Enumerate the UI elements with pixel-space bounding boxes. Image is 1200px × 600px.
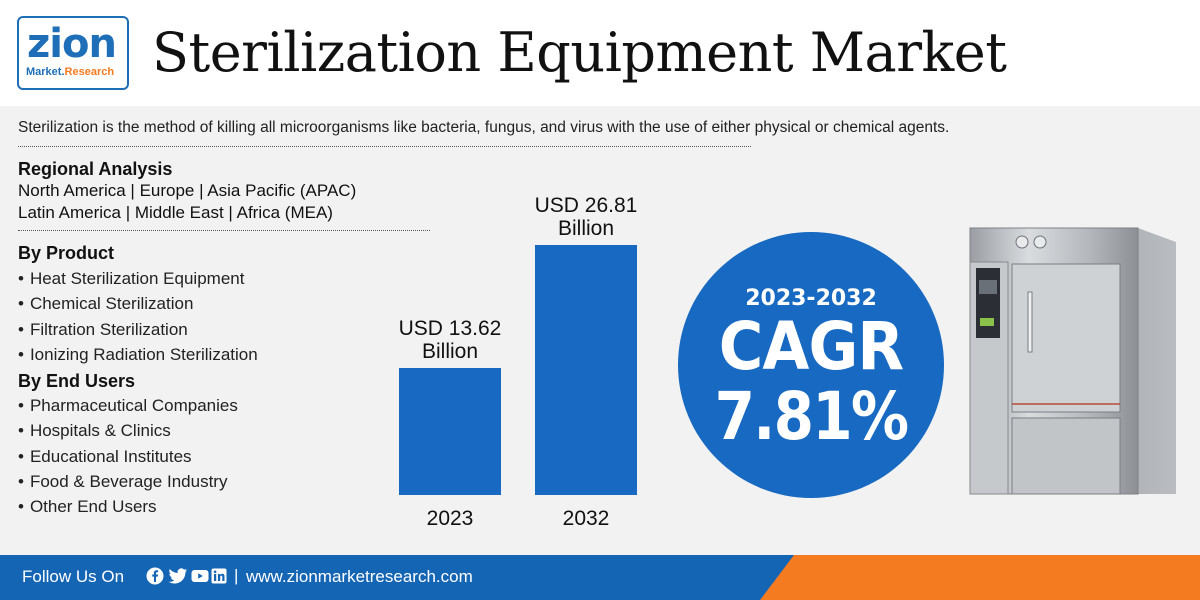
by-product-heading: By Product: [18, 243, 115, 263]
by-end-users-heading: By End Users: [18, 371, 136, 391]
cagr-value: 7.81%: [714, 378, 909, 455]
list-item: Food & Beverage Industry: [18, 469, 238, 494]
zion-logo[interactable]: zion Market.Research: [17, 16, 129, 90]
footer-separator: |: [234, 566, 239, 585]
regional-heading: Regional Analysis: [18, 159, 173, 179]
footer-accent: [760, 555, 1200, 600]
cagr-period: 2023-2032: [745, 286, 877, 311]
linkedin-icon[interactable]: [211, 567, 227, 585]
list-item: Other End Users: [18, 494, 238, 519]
list-item: Educational Institutes: [18, 444, 238, 469]
regional-line-1: North America | Europe | Asia Pacific (A…: [18, 181, 357, 200]
regional-line-2: Latin America | Middle East | Africa (ME…: [18, 203, 333, 222]
divider: [18, 230, 430, 231]
divider: [18, 146, 751, 147]
list-item: Filtration Sterilization: [18, 317, 258, 342]
by-end-users-list: Pharmaceutical Companies Hospitals & Cli…: [18, 393, 238, 519]
footer: Follow Us On | www.zionmarketresearch.co…: [0, 555, 1200, 600]
bar-2032: [535, 245, 637, 495]
logo-sub-a: Market.: [26, 66, 65, 78]
x-tick-label-2023: 2023: [427, 507, 474, 530]
page-title: Sterilization Equipment Market: [152, 21, 1007, 84]
logo-sub-text: Market.Research: [26, 66, 114, 78]
header: zion Market.Research Sterilization Equip…: [0, 0, 1200, 106]
facebook-icon[interactable]: [146, 567, 164, 585]
list-item: Heat Sterilization Equipment: [18, 266, 258, 291]
logo-main-text: zion: [27, 21, 117, 67]
list-item: Hospitals & Clinics: [18, 418, 238, 443]
x-tick-label-2032: 2032: [563, 507, 610, 530]
cagr-label: CAGR: [718, 308, 904, 385]
data-label-2032-line2: Billion: [558, 217, 614, 240]
follow-us-label: Follow Us On: [22, 567, 125, 586]
data-label-2032-line1: USD 26.81: [535, 194, 638, 217]
bar-2023: [399, 367, 501, 495]
by-product-list: Heat Sterilization Equipment Chemical St…: [18, 266, 258, 367]
list-item: Chemical Sterilization: [18, 291, 258, 316]
cagr-badge: 2023-2032 CAGR 7.81%: [678, 232, 944, 498]
logo-sub-b: Research: [64, 66, 115, 78]
market-definition: Sterilization is the method of killing a…: [18, 119, 950, 136]
youtube-icon[interactable]: [191, 567, 209, 585]
data-label-2023-line2: Billion: [422, 340, 478, 363]
twitter-icon[interactable]: [168, 567, 188, 585]
list-item: Ionizing Radiation Sterilization: [18, 342, 258, 367]
website-link[interactable]: www.zionmarketresearch.com: [246, 567, 473, 586]
autoclave-sterilizer-icon: [969, 227, 1176, 495]
data-label-2023-line1: USD 13.62: [399, 317, 502, 340]
list-item: Pharmaceutical Companies: [18, 393, 238, 418]
